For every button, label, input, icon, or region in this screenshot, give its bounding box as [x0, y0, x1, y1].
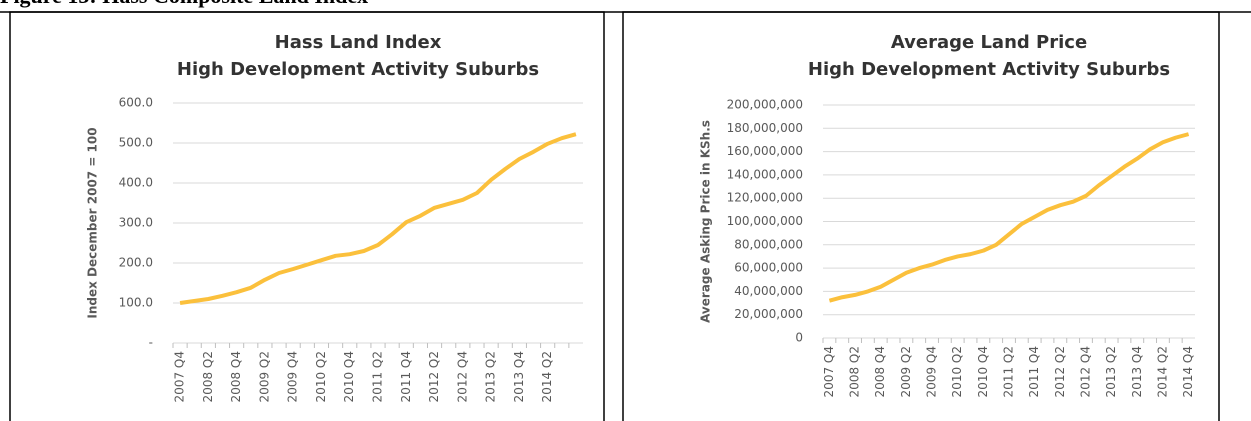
x-tick-label: 2010 Q4 [976, 346, 990, 397]
y-tick-label: 600.0 [119, 96, 153, 110]
x-tick-label: 2008 Q4 [229, 351, 243, 402]
y-tick-label: 60,000,000 [734, 261, 803, 275]
x-tick-label: 2011 Q4 [399, 351, 413, 402]
y-tick-label: 200,000,000 [727, 98, 803, 112]
x-tick-label: 2011 Q2 [371, 351, 385, 402]
chart-title: Average Land Price [891, 32, 1087, 53]
x-tick-label: 2010 Q2 [950, 346, 964, 397]
y-tick-label: - [149, 336, 153, 350]
x-tick-label: 2010 Q4 [342, 351, 356, 402]
chart-subtitle: High Development Activity Suburbs [808, 59, 1170, 80]
y-tick-label: 40,000,000 [734, 284, 803, 298]
x-tick-label: 2014 Q2 [1155, 346, 1169, 397]
panel [9, 11, 605, 421]
y-tick-label: 180,000,000 [727, 121, 803, 135]
panel [622, 11, 1220, 421]
x-tick-label: 2013 Q2 [484, 351, 498, 402]
x-tick-label: 2009 Q4 [925, 346, 939, 397]
x-tick-label: 2011 Q4 [1027, 346, 1041, 397]
y-tick-label: 400.0 [119, 176, 153, 190]
x-tick-label: 2009 Q2 [899, 346, 913, 397]
y-tick-label: 160,000,000 [727, 144, 803, 158]
x-tick-label: 2008 Q2 [201, 351, 215, 402]
y-tick-label: 100.0 [119, 296, 153, 310]
x-tick-label: 2009 Q4 [286, 351, 300, 402]
y-axis-label: Average Asking Price in KSh.s [699, 120, 713, 323]
x-tick-label: 2014 Q2 [540, 351, 554, 402]
chart-title: Hass Land Index [275, 32, 442, 53]
x-tick-label: 2009 Q2 [257, 351, 271, 402]
x-tick-label: 2013 Q4 [1130, 346, 1144, 397]
y-tick-label: 120,000,000 [727, 191, 803, 205]
y-tick-label: 300.0 [119, 216, 153, 230]
y-tick-label: 0 [795, 331, 803, 345]
x-tick-label: 2007 Q4 [173, 351, 187, 402]
y-axis-label: Index December 2007 = 100 [86, 127, 100, 318]
x-tick-label: 2008 Q4 [873, 346, 887, 397]
x-tick-label: 2012 Q4 [1078, 346, 1092, 397]
x-tick-label: 2014 Q4 [1181, 346, 1195, 397]
x-tick-label: 2013 Q4 [512, 351, 526, 402]
x-tick-label: 2012 Q2 [427, 351, 441, 402]
x-tick-label: 2011 Q2 [1002, 346, 1016, 397]
x-tick-label: 2012 Q2 [1053, 346, 1067, 397]
line-series [179, 132, 577, 305]
x-tick-label: 2010 Q2 [314, 351, 328, 402]
y-tick-label: 140,000,000 [727, 167, 803, 181]
chart-subtitle: High Development Activity Suburbs [177, 59, 539, 80]
x-tick-label: 2008 Q2 [848, 346, 862, 397]
y-tick-label: 20,000,000 [734, 307, 803, 321]
line-series [828, 132, 1190, 303]
y-tick-label: 100,000,000 [727, 214, 803, 228]
y-tick-label: 80,000,000 [734, 237, 803, 251]
y-tick-label: 500.0 [119, 136, 153, 150]
x-tick-label: 2013 Q2 [1104, 346, 1118, 397]
figure-title: Figure 13: Hass Composite Land Index [0, 0, 368, 8]
y-tick-label: 200.0 [119, 256, 153, 270]
x-tick-label: 2007 Q4 [822, 346, 836, 397]
x-tick-label: 2012 Q4 [455, 351, 469, 402]
